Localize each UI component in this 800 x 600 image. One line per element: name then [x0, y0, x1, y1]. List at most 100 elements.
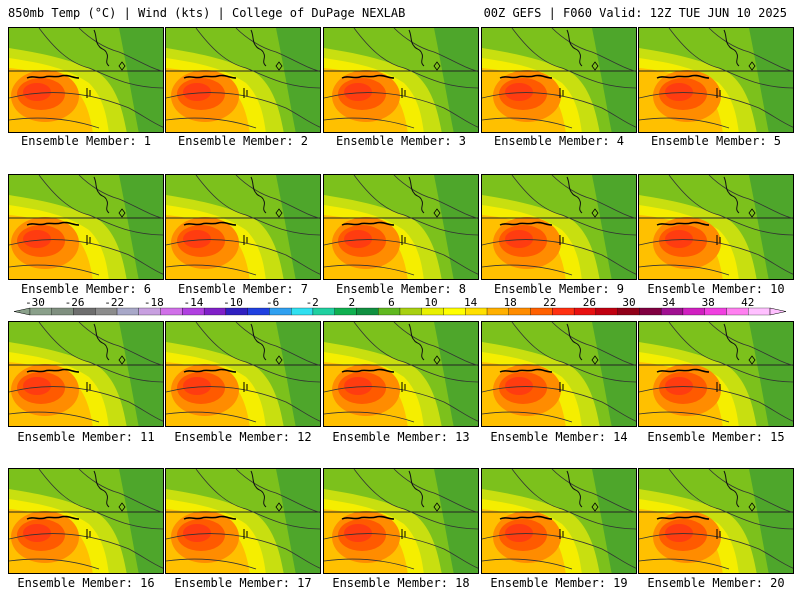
colorbar-tick-label: 30 [622, 296, 636, 309]
ensemble-map-panel [323, 174, 479, 280]
map-canvas [639, 322, 793, 426]
colorbar-segment [486, 307, 509, 316]
colorbar-tick-label: 22 [543, 296, 557, 309]
colorbar-tick-label: -10 [223, 296, 243, 309]
colorbar-tick-label: -30 [25, 296, 45, 309]
header-title-left: 850mb Temp (°C) | Wind (kts) | College o… [8, 6, 406, 20]
map-canvas [9, 28, 163, 132]
ensemble-map-panel [638, 321, 794, 427]
temperature-colorbar [13, 307, 787, 316]
ensemble-member-label: Ensemble Member: 10 [647, 282, 785, 296]
ensemble-member-label: Ensemble Member: 2 [177, 134, 309, 148]
ensemble-map-panel [481, 468, 637, 574]
colorbar-segment [530, 307, 553, 316]
colorbar-segment [748, 307, 771, 316]
colorbar-segment [247, 307, 270, 316]
map-canvas [166, 175, 320, 279]
colorbar-segment [160, 307, 183, 316]
ensemble-member-label: Ensemble Member: 15 [647, 430, 785, 444]
ensemble-member-label: Ensemble Member: 8 [335, 282, 467, 296]
ensemble-member-label: Ensemble Member: 12 [174, 430, 312, 444]
map-canvas [482, 469, 636, 573]
colorbar-tick-label: 14 [463, 296, 478, 309]
ensemble-member-label: Ensemble Member: 19 [490, 576, 628, 590]
ensemble-map-panel [481, 321, 637, 427]
ensemble-map-panel [638, 27, 794, 133]
colorbar-segment [682, 307, 705, 316]
colorbar-segment [595, 307, 618, 316]
colorbar-segment [29, 307, 52, 316]
colorbar-segment [291, 307, 314, 316]
colorbar-tick-label: 34 [661, 296, 676, 309]
colorbar-right-arrow [769, 307, 787, 316]
map-canvas [9, 322, 163, 426]
colorbar-segment [356, 307, 379, 316]
map-canvas [166, 469, 320, 573]
colorbar-tick-label: 42 [741, 296, 755, 309]
colorbar-segment [116, 307, 139, 316]
colorbar-segment [225, 307, 248, 316]
colorbar-segment [203, 307, 227, 316]
ensemble-member-label: Ensemble Member: 9 [493, 282, 625, 296]
ensemble-member-label: Ensemble Member: 7 [177, 282, 309, 296]
map-canvas [324, 469, 478, 573]
ensemble-map-panel [323, 468, 479, 574]
ensemble-map-panel [323, 27, 479, 133]
colorbar-segment [421, 307, 444, 316]
colorbar-segment [639, 307, 662, 316]
colorbar-segment [378, 307, 401, 316]
colorbar-tick-label: 38 [701, 296, 715, 309]
colorbar-segment [443, 307, 466, 316]
colorbar-tick-label: -18 [143, 296, 164, 309]
colorbar-segment [95, 307, 118, 316]
colorbar-segment [552, 307, 575, 316]
map-canvas [482, 28, 636, 132]
ensemble-map-panel [638, 174, 794, 280]
colorbar-segment [465, 307, 488, 316]
ensemble-member-label: Ensemble Member: 5 [650, 134, 782, 148]
ensemble-map-panel [8, 468, 164, 574]
ensemble-member-label: Ensemble Member: 1 [20, 134, 152, 148]
map-canvas [9, 469, 163, 573]
map-canvas [639, 175, 793, 279]
ensemble-member-label: Ensemble Member: 20 [647, 576, 785, 590]
map-canvas [482, 175, 636, 279]
ensemble-member-label: Ensemble Member: 3 [335, 134, 467, 148]
ensemble-member-label: Ensemble Member: 11 [17, 430, 155, 444]
map-canvas [324, 28, 478, 132]
ensemble-map-panel [638, 468, 794, 574]
colorbar-tick-label: 6 [388, 296, 395, 309]
colorbar-segment [182, 307, 205, 316]
ensemble-member-label: Ensemble Member: 14 [490, 430, 628, 444]
ensemble-member-label: Ensemble Member: 4 [493, 134, 625, 148]
colorbar-segment [704, 307, 727, 316]
map-canvas [639, 28, 793, 132]
ensemble-map-panel [481, 174, 637, 280]
colorbar-tick-label: 10 [424, 296, 438, 309]
colorbar-tick-label: -2 [305, 296, 319, 309]
colorbar-tick-label: -14 [183, 296, 204, 309]
colorbar-tick-label: -26 [64, 296, 85, 309]
map-canvas [324, 175, 478, 279]
ensemble-map-panel [165, 174, 321, 280]
colorbar-tick-label: -22 [104, 296, 125, 309]
map-canvas [639, 469, 793, 573]
colorbar-segment [312, 307, 335, 316]
colorbar-segment [51, 307, 74, 316]
map-canvas [482, 322, 636, 426]
colorbar-segment [617, 307, 640, 316]
colorbar-left-arrow [13, 307, 31, 316]
ensemble-member-label: Ensemble Member: 16 [17, 576, 155, 590]
colorbar-segment [399, 307, 422, 316]
ensemble-map-panel [481, 27, 637, 133]
colorbar-tick-label: -6 [265, 296, 280, 309]
map-canvas [166, 28, 320, 132]
ensemble-map-panel [165, 468, 321, 574]
ensemble-map-panel [8, 27, 164, 133]
colorbar-segment [73, 307, 96, 316]
colorbar-tick-label: 18 [503, 296, 517, 309]
ensemble-member-label: Ensemble Member: 13 [332, 430, 470, 444]
colorbar-tick-label: 26 [582, 296, 597, 309]
map-canvas [324, 322, 478, 426]
map-canvas [166, 322, 320, 426]
